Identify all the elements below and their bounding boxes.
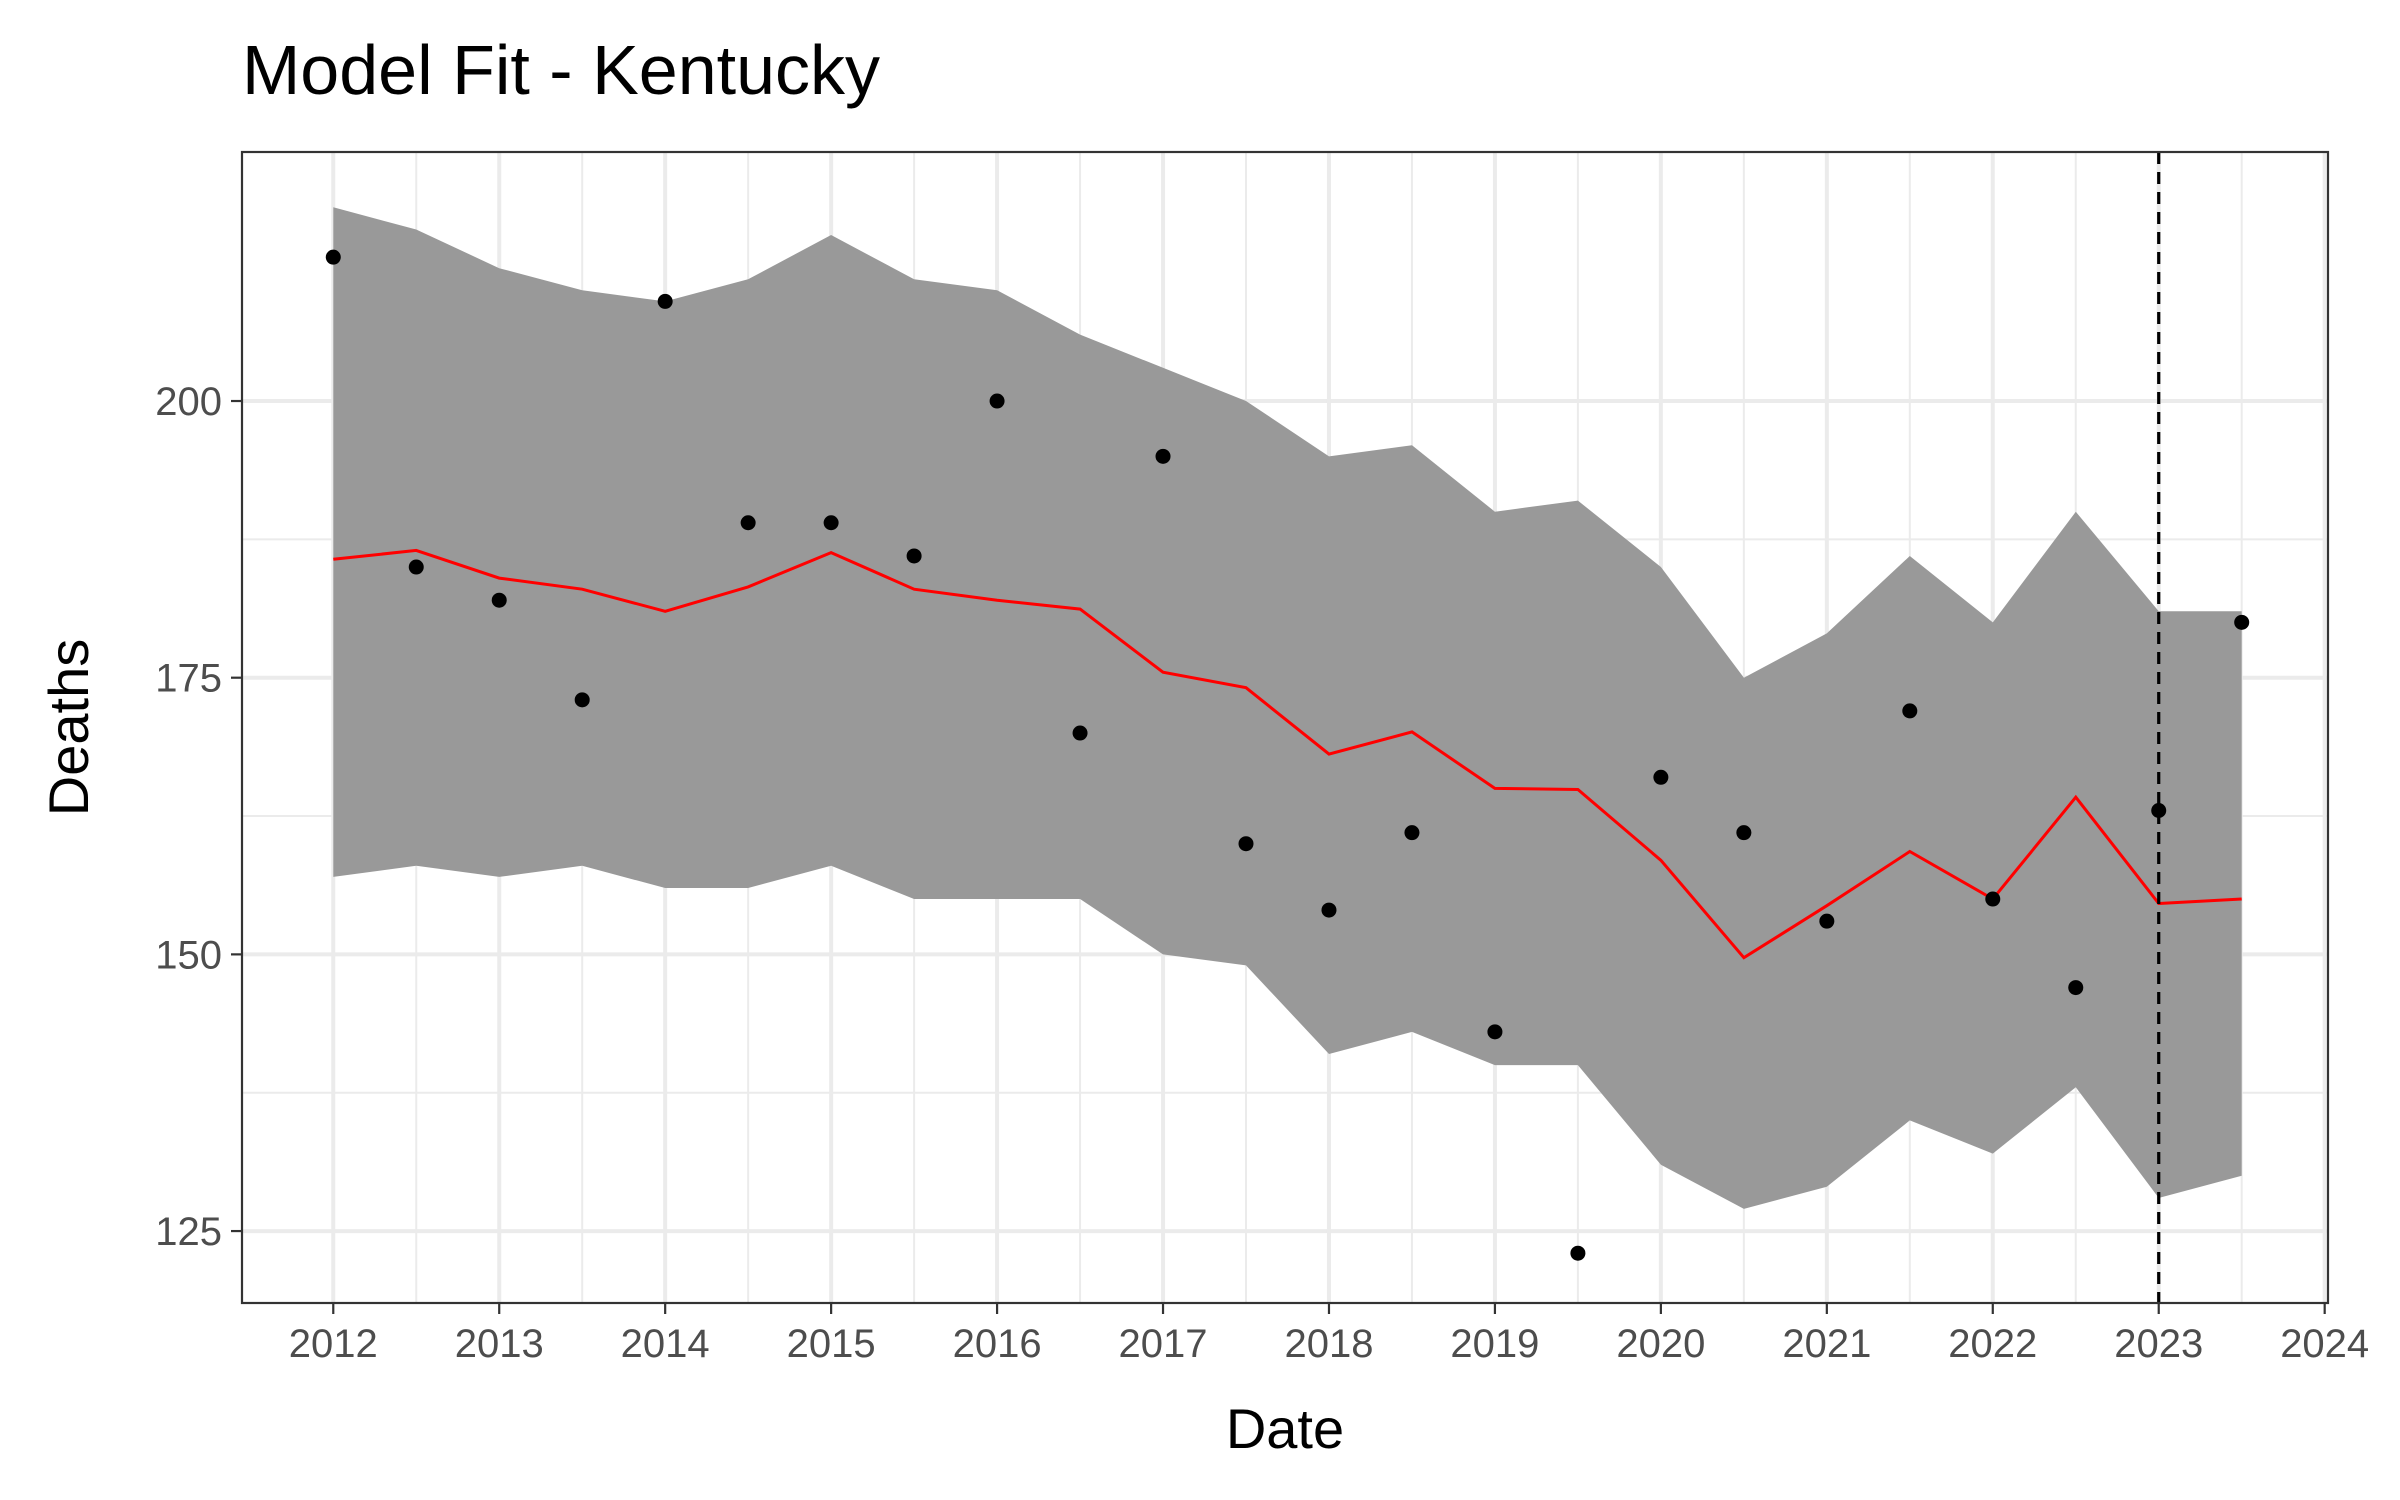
y-tick-label: 200	[155, 380, 222, 424]
x-tick-label: 2015	[787, 1322, 876, 1366]
data-point	[1321, 902, 1337, 918]
data-point	[408, 559, 424, 575]
x-tick-label: 2013	[455, 1322, 544, 1366]
y-tick-label: 150	[155, 933, 222, 977]
data-point	[2151, 803, 2167, 819]
data-point	[1072, 725, 1088, 741]
data-point	[574, 692, 590, 708]
data-point	[1985, 891, 2001, 907]
x-tick-label: 2016	[953, 1322, 1042, 1366]
x-tick-label: 2020	[1616, 1322, 1705, 1366]
observed-points-layer	[325, 249, 2250, 1261]
x-tick-label: 2021	[1782, 1322, 1871, 1366]
data-point	[1404, 825, 1420, 841]
data-point	[491, 592, 507, 608]
x-tick-label: 2017	[1119, 1322, 1208, 1366]
data-point	[657, 293, 673, 309]
data-point	[1570, 1245, 1586, 1261]
data-point	[740, 515, 756, 531]
x-tick-label: 2018	[1284, 1322, 1373, 1366]
x-axis-title: Date	[1226, 1397, 1344, 1460]
x-tick-label: 2023	[2114, 1322, 2203, 1366]
axes-layer	[231, 150, 2330, 1314]
tick-labels-layer: 2012 2013 2014 2015 2016 2017 2018 2019 2020 2021…	[155, 380, 2369, 1366]
data-point	[1238, 836, 1254, 852]
y-tick-label: 125	[155, 1210, 222, 1254]
data-point	[1155, 448, 1171, 464]
y-axis-title: Deaths	[37, 639, 100, 816]
data-point	[823, 515, 839, 531]
x-tick-label: 2012	[289, 1322, 378, 1366]
data-point	[2068, 980, 2084, 996]
chart-title: Model Fit - Kentucky	[242, 31, 880, 109]
confidence-band	[333, 207, 2242, 1209]
fit-line	[333, 548, 2242, 960]
fit-line-layer	[333, 548, 2242, 960]
x-tick-label: 2024	[2280, 1322, 2369, 1366]
data-point	[1736, 825, 1752, 841]
panel-border	[240, 150, 2330, 1305]
data-point	[1653, 769, 1669, 785]
data-point	[1487, 1024, 1503, 1040]
x-tick-label: 2014	[621, 1322, 710, 1366]
data-point	[325, 249, 341, 265]
x-tick-label: 2022	[1948, 1322, 2037, 1366]
x-tick-label: 2019	[1450, 1322, 1539, 1366]
confidence-band-layer	[333, 207, 2242, 1209]
data-point	[906, 548, 922, 564]
data-point	[1902, 703, 1918, 719]
data-point	[2234, 614, 2250, 630]
data-point	[989, 393, 1005, 409]
data-point	[1819, 913, 1835, 929]
y-tick-label: 175	[155, 657, 222, 701]
